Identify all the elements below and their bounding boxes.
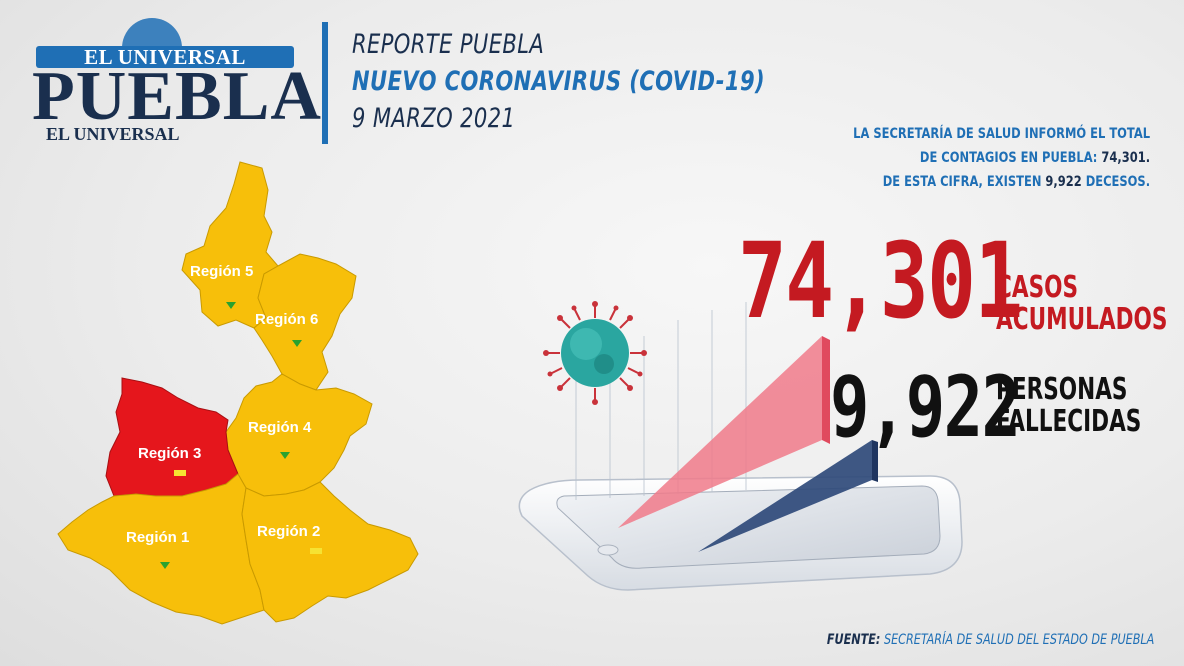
region-2-shape: [241, 481, 419, 623]
deaths-label-2: FALLECIDAS: [996, 404, 1142, 439]
region-2-marker: [310, 548, 322, 554]
source-text: FUENTE: SECRETARÍA DE SALUD DEL ESTADO D…: [827, 632, 1154, 648]
home-button: [597, 544, 619, 556]
info-line-2-prefix: DE CONTAGIOS EN PUEBLA:: [919, 150, 1102, 166]
logo-bottom-text: EL UNIVERSAL: [46, 124, 180, 144]
info-cases-value: 74,301.: [1101, 150, 1150, 166]
info-deaths-value: 9,922: [1045, 174, 1082, 190]
report-header: REPORTE PUEBLA NUEVO CORONAVIRUS (COVID-…: [352, 26, 882, 137]
region-5-marker: [226, 302, 236, 309]
report-title: REPORTE PUEBLA: [352, 29, 545, 60]
report-subtitle: NUEVO CORONAVIRUS (COVID-19): [352, 66, 766, 97]
virus-icon: [543, 301, 647, 405]
region-4-label: Región 4: [248, 419, 312, 436]
info-line-3-prefix: DE ESTA CIFRA, EXISTEN: [882, 174, 1046, 190]
logo-top-text: EL UNIVERSAL: [36, 46, 294, 68]
cases-label: CASOS ACUMULADOS: [996, 272, 1167, 336]
info-line-3-suffix: DECESOS.: [1081, 174, 1150, 190]
cases-label-1: CASOS: [996, 270, 1079, 305]
source-prefix: FUENTE:: [826, 632, 881, 648]
region-3-label: Región 3: [138, 445, 201, 462]
region-6-marker: [292, 340, 302, 347]
report-date: 9 MARZO 2021: [352, 103, 516, 134]
region-5-label: Región 5: [190, 263, 253, 280]
region-5-shape: [181, 161, 279, 329]
cases-label-2: ACUMULADOS: [996, 302, 1168, 337]
logo-main-text: PUEBLA: [32, 58, 322, 135]
region-6-label: Región 6: [255, 311, 318, 328]
puebla-map: Región 5 Región 6 Región 4 Región 3 Regi…: [57, 161, 419, 625]
tablet-graphic: [518, 302, 963, 591]
info-line-3: DE ESTA CIFRA, EXISTEN 9,922 DECESOS.: [853, 170, 1150, 194]
deaths-label-1: PERSONAS: [996, 372, 1128, 407]
source-body: SECRETARÍA DE SALUD DEL ESTADO DE PUEBLA: [880, 632, 1154, 648]
region-3-marker: [174, 470, 186, 476]
region-4-marker: [280, 452, 290, 459]
deaths-value: 9,922: [830, 358, 1021, 456]
region-6-shape: [253, 253, 357, 391]
deaths-triangle: [698, 440, 872, 552]
deaths-label: PERSONAS FALLECIDAS: [996, 374, 1141, 438]
region-1-marker: [160, 562, 170, 569]
header-divider: [322, 22, 328, 144]
region-2-label: Región 2: [257, 523, 320, 540]
info-line-2: DE CONTAGIOS EN PUEBLA: 74,301.: [853, 146, 1150, 170]
cases-value: 74,301: [738, 220, 1023, 342]
cases-triangle: [618, 336, 822, 528]
region-1-label: Región 1: [126, 529, 189, 546]
region-3-shape: [105, 377, 239, 497]
region-1-shape: [57, 473, 265, 625]
logo: EL UNIVERSAL PUEBLA EL UNIVERSAL: [30, 18, 321, 148]
info-text: LA SECRETARÍA DE SALUD INFORMÓ EL TOTAL …: [788, 122, 1150, 194]
info-line-1: LA SECRETARÍA DE SALUD INFORMÓ EL TOTAL: [853, 126, 1150, 142]
